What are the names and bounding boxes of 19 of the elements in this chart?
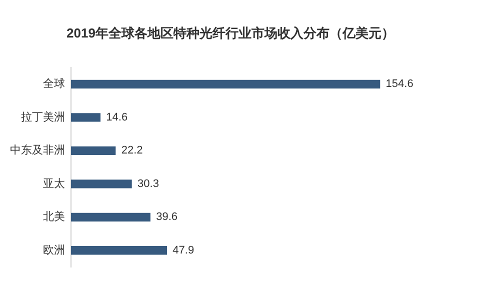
y-tick-label: 欧洲	[43, 243, 65, 256]
data-label: 39.6	[156, 211, 178, 224]
y-tick-label: 全球	[43, 77, 65, 90]
y-tick-label: 亚太	[43, 176, 65, 190]
data-label: 154.6	[386, 78, 414, 90]
bar	[71, 246, 168, 255]
bar	[71, 180, 132, 188]
bar	[71, 113, 100, 122]
bar	[71, 212, 150, 222]
bar	[71, 80, 380, 89]
y-tick-label: 北美	[43, 210, 65, 224]
data-label: 30.3	[138, 178, 159, 190]
y-tick-label: 中东及非洲	[10, 144, 65, 157]
y-tick-label: 拉丁美洲	[21, 110, 65, 124]
chart-title: 2019年全球各地区特种光纤行业市场收入分布（亿美元）	[66, 25, 394, 40]
bar	[71, 146, 116, 156]
data-label: 47.9	[172, 244, 194, 256]
data-label: 14.6	[106, 111, 128, 124]
data-label: 22.2	[121, 144, 143, 157]
